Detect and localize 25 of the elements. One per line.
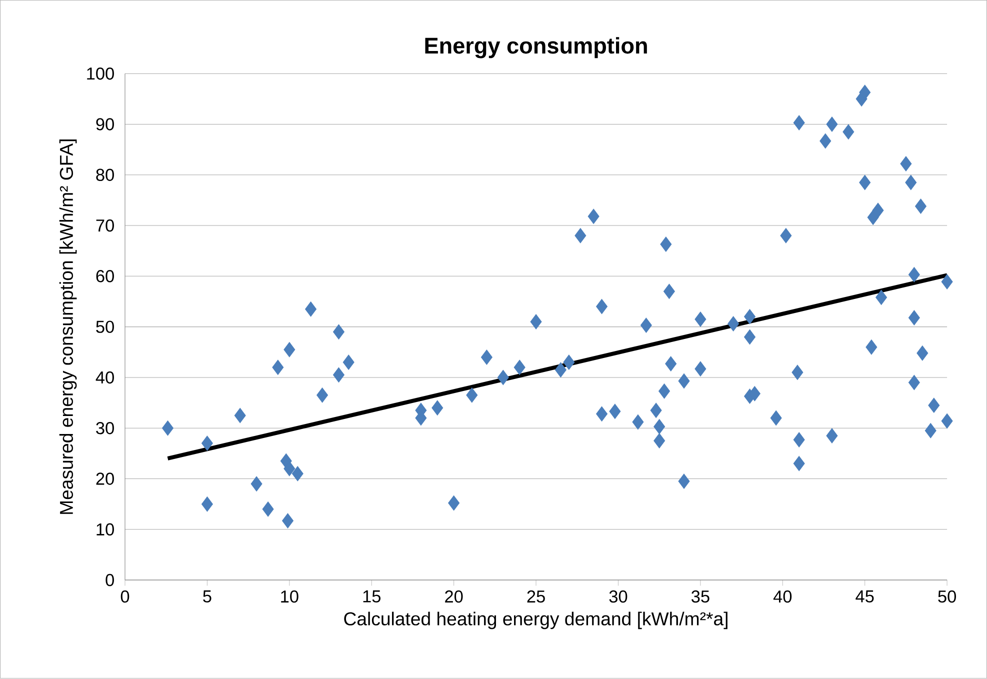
x-tick-label: 35 — [692, 590, 710, 603]
x-tick-label: 25 — [527, 590, 545, 603]
x-axis-title: Calculated heating energy demand [kWh/m²*a] — [344, 612, 728, 630]
y-tick-label: 60 — [96, 270, 114, 282]
y-tick-label: 10 — [96, 523, 114, 536]
x-tick-label: 45 — [856, 590, 874, 603]
y-tick-label: 70 — [96, 220, 114, 232]
y-tick-label: 100 — [87, 68, 114, 80]
y-axis-title: Measured energy consumption [kWh/m² GFA] — [59, 140, 77, 514]
x-tick-label: 20 — [445, 590, 463, 603]
y-tick-label: 80 — [96, 168, 114, 182]
x-tick-label: 50 — [938, 590, 956, 603]
y-tick-label: 40 — [96, 372, 114, 384]
x-tick-label: 30 — [609, 590, 628, 603]
x-tick-label: 40 — [773, 590, 792, 603]
x-tick-label: 0 — [120, 590, 130, 603]
y-tick-label: 0 — [106, 574, 114, 586]
x-tick-label: 5 — [203, 590, 212, 603]
y-tick-label: 30 — [96, 422, 114, 434]
x-tick-label: 10 — [281, 590, 298, 603]
y-tick-label: 20 — [96, 472, 114, 486]
y-tick-label: 90 — [96, 118, 114, 131]
x-tick-label: 15 — [363, 590, 380, 603]
y-tick-label: 50 — [96, 320, 114, 334]
chart-title: Energy consumption — [425, 37, 647, 58]
